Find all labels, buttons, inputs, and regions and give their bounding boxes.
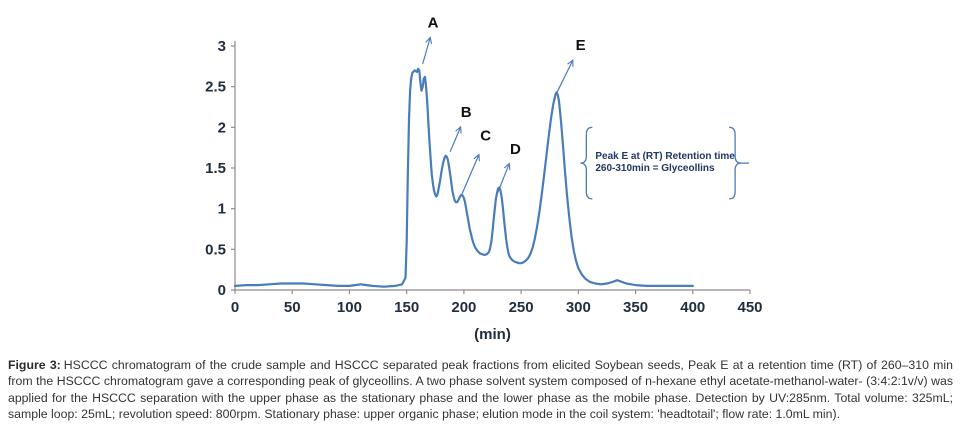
x-tick-label: 50 <box>284 299 301 316</box>
y-tick-label: 1.5 <box>205 160 226 177</box>
bracket-text-line-2: 260-310min = Glyceollins <box>595 163 715 174</box>
peak-label-E: E <box>576 37 586 54</box>
peak-label-A: A <box>428 14 439 31</box>
axes: 0 50 100 150 200 250 300 350 400 450 0 0.5 1 1.5 2 2.5 3 <box>205 38 762 316</box>
peak-label-C: C <box>480 127 491 144</box>
bracket-left-brace <box>580 126 593 200</box>
x-tick-label: 350 <box>623 299 648 316</box>
peak-arrow-E <box>556 59 574 94</box>
y-tick-label: 3 <box>218 38 226 55</box>
y-tick-label: 1 <box>218 201 226 218</box>
peak-label-B: B <box>461 104 472 121</box>
peak-arrow-A <box>422 36 433 65</box>
chromatogram-series-line <box>233 67 694 288</box>
x-tick-label: 200 <box>451 299 476 316</box>
x-tick-label: 300 <box>566 299 591 316</box>
y-tick-label: 0.5 <box>205 241 226 258</box>
figure-caption: Figure 3: HSCCC chromatogram of the crude… <box>8 357 953 423</box>
chromatogram-chart: 0 50 100 150 200 250 300 350 400 450 0 0.5 1 1.5 2 2.5 3… <box>205 14 762 343</box>
peak-arrow-C <box>461 153 480 196</box>
bracket-text-line-1: Peak E at (RT) Retention time <box>595 151 735 162</box>
bracket-right-brace <box>729 126 742 200</box>
figure-caption-text: HSCCC chromatogram of the crude sample a… <box>8 358 953 422</box>
peak-arrow-B <box>449 125 462 152</box>
y-tick-label: 2.5 <box>205 79 226 96</box>
figure-caption-label: Figure 3: <box>8 358 61 372</box>
bracket-annotation: Peak E at (RT) Retention time260-310min … <box>580 126 750 200</box>
x-axis-label: (min) <box>474 326 511 343</box>
peak-annotations: A BC D E <box>422 14 586 198</box>
x-tick-label: 450 <box>737 299 762 316</box>
x-tick-label: 100 <box>337 299 362 316</box>
x-tick-label: 400 <box>680 299 705 316</box>
peak-arrow-D <box>495 162 511 198</box>
x-tick-label: 150 <box>394 299 419 316</box>
x-tick-label: 0 <box>231 299 239 316</box>
y-tick-label: 0 <box>218 282 226 299</box>
peak-label-D: D <box>510 141 521 158</box>
y-tick-label: 2 <box>218 119 226 136</box>
x-tick-label: 250 <box>509 299 534 316</box>
